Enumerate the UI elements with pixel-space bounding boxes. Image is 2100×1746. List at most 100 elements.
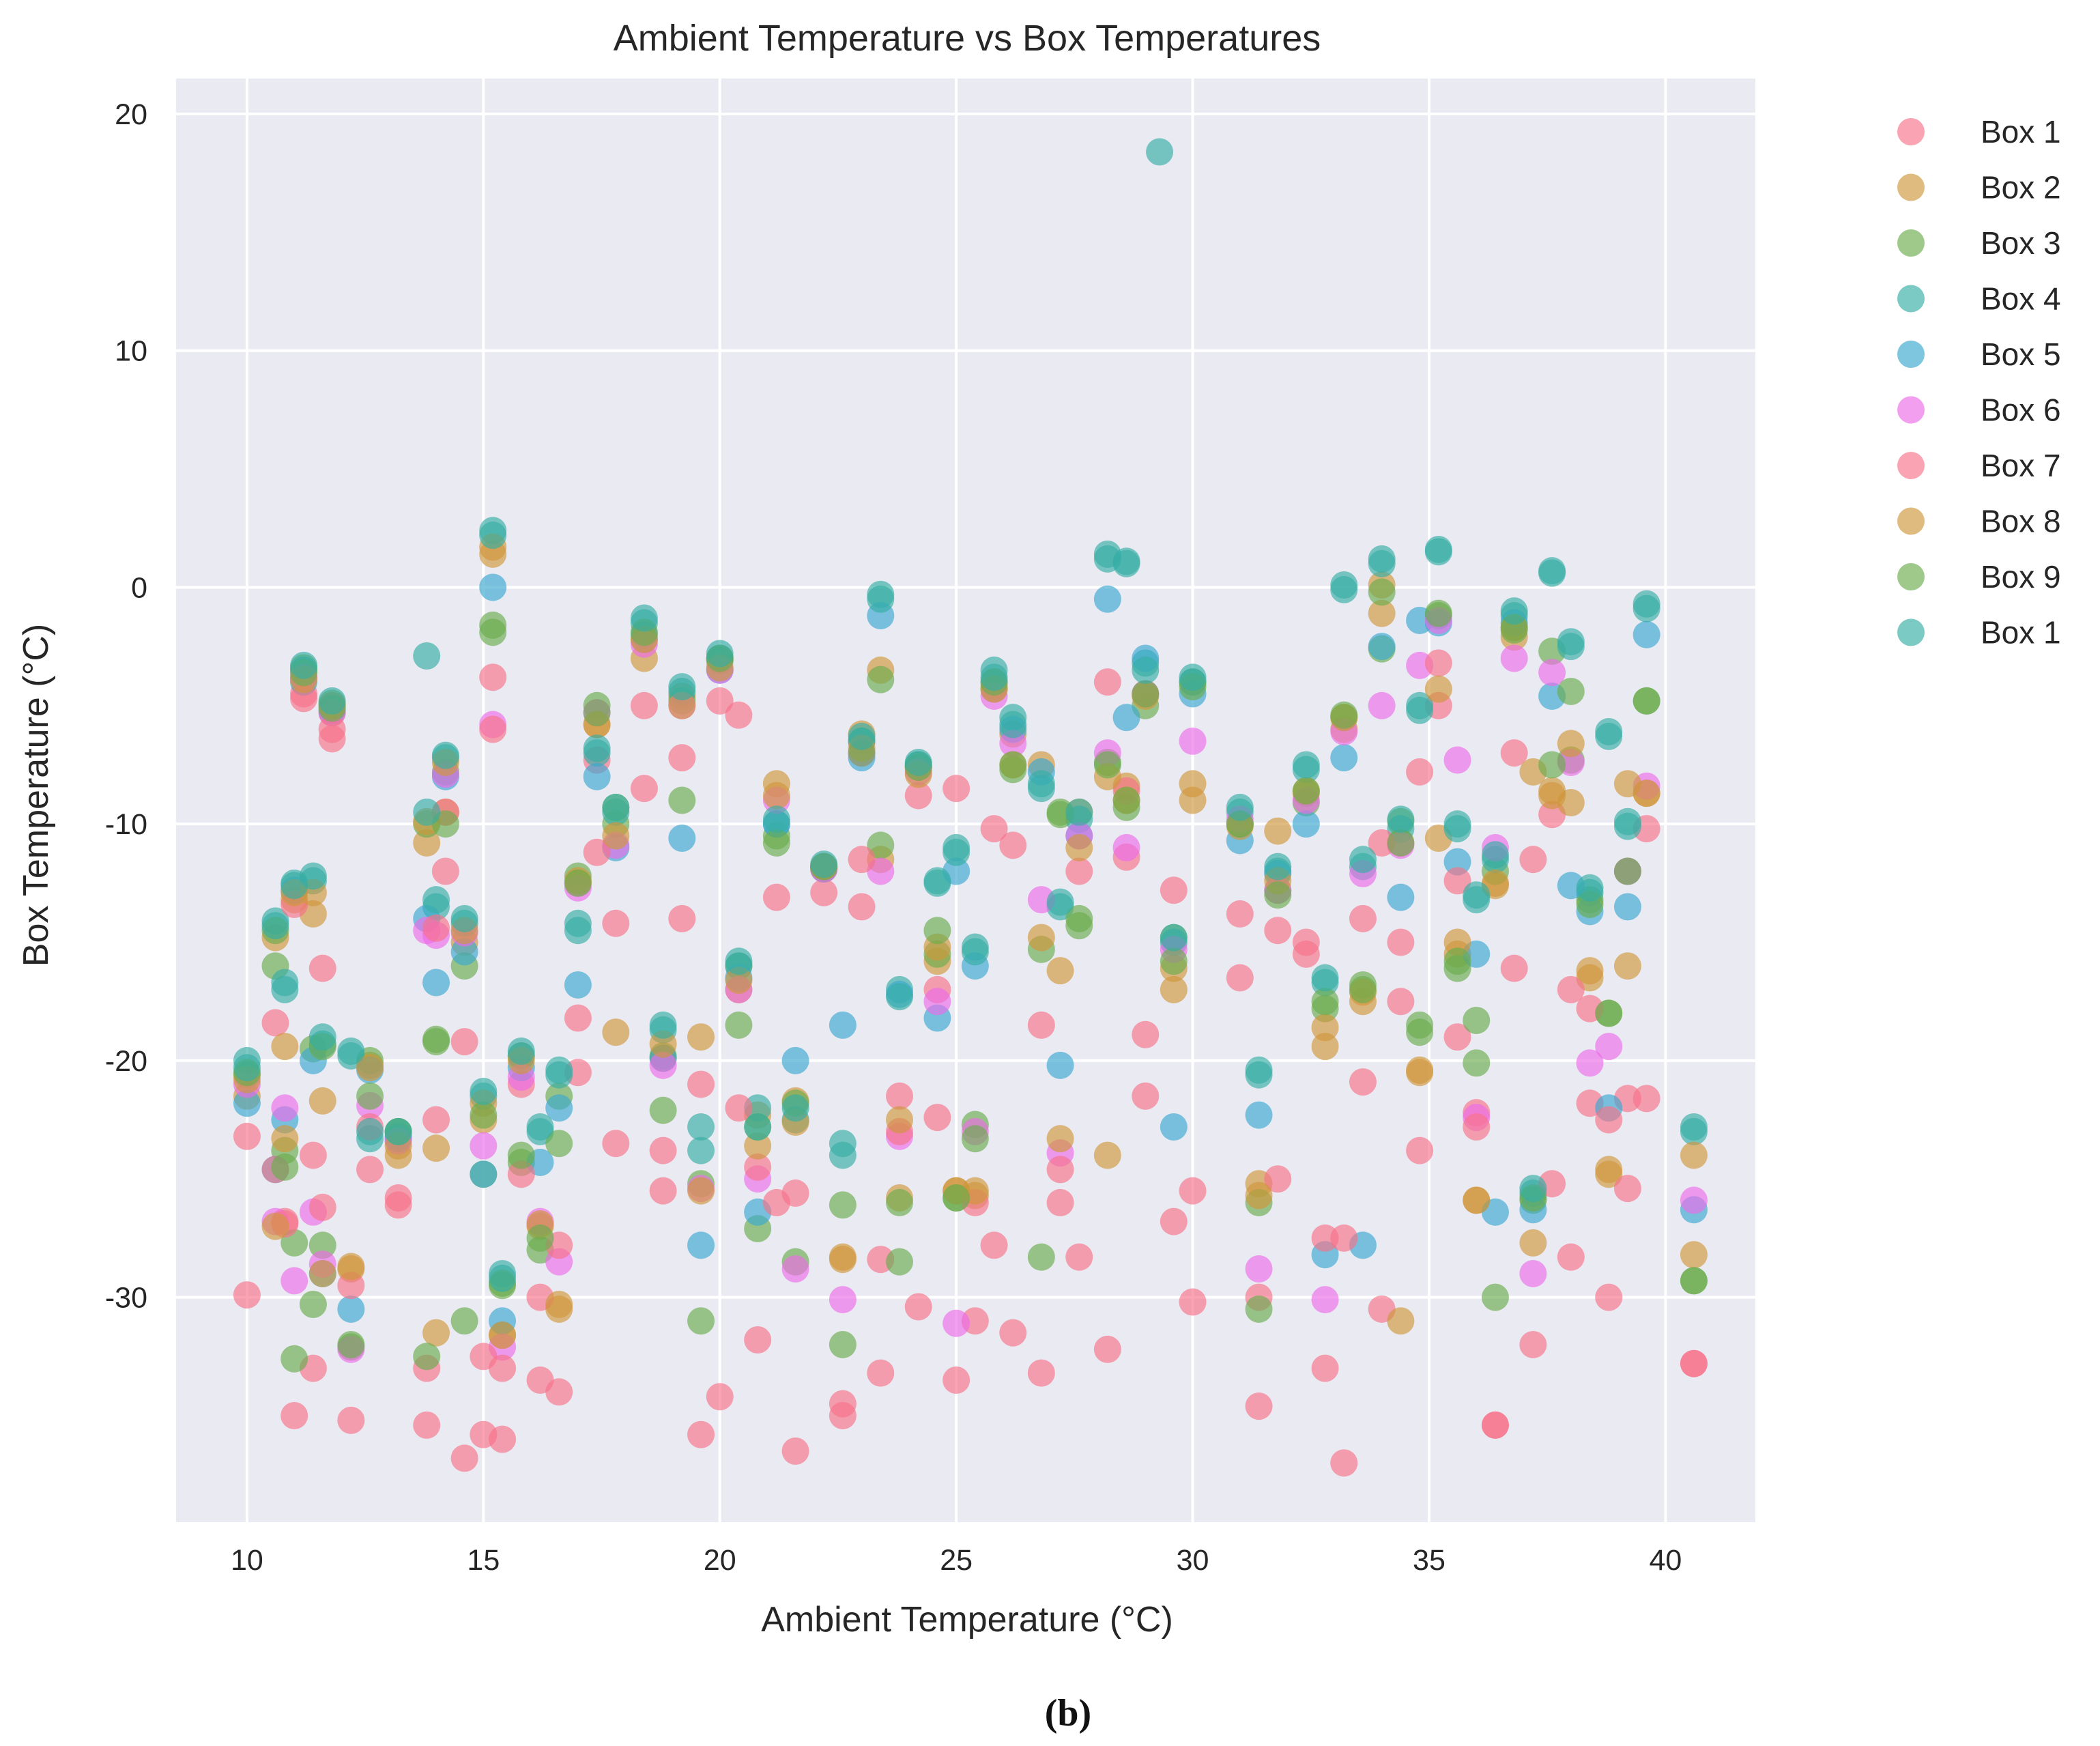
scatter-point [1680, 1267, 1708, 1295]
legend-item: Box 7 [1897, 448, 2061, 483]
scatter-point [668, 673, 696, 701]
scatter-point [999, 711, 1027, 739]
scatter-point [1443, 947, 1471, 975]
scatter-point [1160, 1207, 1188, 1235]
scatter-point [384, 1184, 412, 1212]
scatter-point [1632, 687, 1660, 715]
scatter-point [413, 829, 441, 857]
scatter-point [687, 1136, 715, 1164]
scatter-point [1132, 656, 1160, 684]
scatter-point [299, 1141, 327, 1169]
scatter-point [1179, 1177, 1207, 1205]
scatter-point [867, 831, 895, 859]
scatter-point [545, 1094, 573, 1122]
scatter-point [706, 687, 734, 715]
scatter-point [687, 1420, 715, 1448]
scatter-point [1027, 1011, 1055, 1039]
scatter-point [337, 1272, 365, 1300]
scatter-point [1500, 739, 1528, 767]
scatter-point [943, 838, 970, 866]
scatter-point [308, 1259, 336, 1287]
scatter-point [489, 1321, 517, 1349]
y-tick-label: -10 [105, 808, 147, 841]
scatter-point [545, 1056, 573, 1084]
scatter-point [687, 1307, 715, 1335]
scatter-point [706, 1383, 734, 1411]
scatter-point [450, 1444, 478, 1472]
scatter-point [1557, 1243, 1585, 1271]
scatter-point [1226, 964, 1254, 992]
legend: Box 1 Box 2 Box 3 Box 4 Box 5 Box 6 Box 7 Box 8… [1897, 114, 2061, 650]
legend-label: Box 9 [1981, 559, 2061, 595]
scatter-point [1680, 1141, 1708, 1169]
scatter-point [1424, 599, 1452, 627]
scatter-point [1160, 924, 1188, 951]
scatter-point [290, 651, 318, 679]
scatter-point [564, 909, 592, 937]
scatter-point [1387, 805, 1415, 833]
scatter-point [308, 1023, 336, 1051]
scatter-point [668, 691, 696, 719]
scatter-point [1632, 1085, 1660, 1113]
scatter-point [308, 1231, 336, 1259]
scatter-point [450, 938, 478, 966]
scatter-point [1406, 758, 1434, 786]
scatter-point [867, 1359, 895, 1387]
y-axis-label: Box Temperature (°C) [16, 624, 56, 967]
scatter-point [431, 857, 459, 885]
scatter-point [299, 862, 327, 890]
scatter-point [1576, 874, 1604, 902]
scatter-point [943, 1366, 970, 1394]
legend-marker [1897, 618, 1925, 646]
scatter-point [1065, 857, 1093, 885]
scatter-point [961, 1125, 989, 1153]
scatter-point [422, 1319, 450, 1347]
scatter-point [630, 775, 658, 803]
scatter-point [413, 1411, 441, 1439]
x-tick-label: 15 [467, 1544, 500, 1577]
scatter-point [422, 1134, 450, 1162]
scatter-point [725, 967, 753, 994]
scatter-point [1613, 952, 1641, 980]
x-axis-label: Ambient Temperature (°C) [761, 1600, 1173, 1640]
scatter-point [1311, 988, 1339, 1016]
y-tick-label: 20 [115, 98, 147, 131]
scatter-point [1311, 1224, 1339, 1252]
legend-label: Box 7 [1981, 448, 2061, 483]
scatter-point [318, 715, 346, 743]
series-10 [233, 521, 1708, 1292]
scatter-point [1065, 833, 1093, 861]
chart-title: Ambient Temperature vs Box Temperatures [614, 18, 1321, 59]
scatter-point [649, 1030, 677, 1058]
scatter-point [687, 1231, 715, 1259]
scatter-point [848, 893, 876, 921]
scatter-point [649, 1096, 677, 1124]
scatter-point [431, 741, 459, 769]
scatter-point [1463, 1049, 1491, 1077]
scatter-point [848, 722, 876, 750]
scatter-point [867, 585, 895, 613]
legend-label: Box 6 [1981, 392, 2061, 428]
scatter-point [762, 782, 790, 810]
scatter-point [1463, 881, 1491, 909]
scatter-point [1093, 668, 1121, 696]
scatter-point [1481, 1411, 1509, 1439]
scatter-point-outlier [1146, 138, 1174, 166]
scatter-point [810, 878, 838, 906]
legend-label: Box 1 [1981, 615, 2061, 650]
scatter-point [1160, 947, 1188, 975]
scatter-point [886, 1188, 914, 1216]
scatter-point [1330, 1449, 1358, 1477]
scatter-point [1613, 812, 1641, 840]
scatter-point [281, 1267, 308, 1295]
scatter-point [904, 749, 932, 777]
scatter-point [602, 1130, 630, 1158]
scatter-point [687, 1023, 715, 1051]
x-tick-label: 10 [231, 1544, 263, 1577]
scatter-point [744, 1094, 772, 1122]
scatter-point [1368, 691, 1396, 719]
scatter-point [1406, 1011, 1434, 1039]
scatter-point [261, 1212, 289, 1240]
legend-marker [1897, 229, 1925, 257]
